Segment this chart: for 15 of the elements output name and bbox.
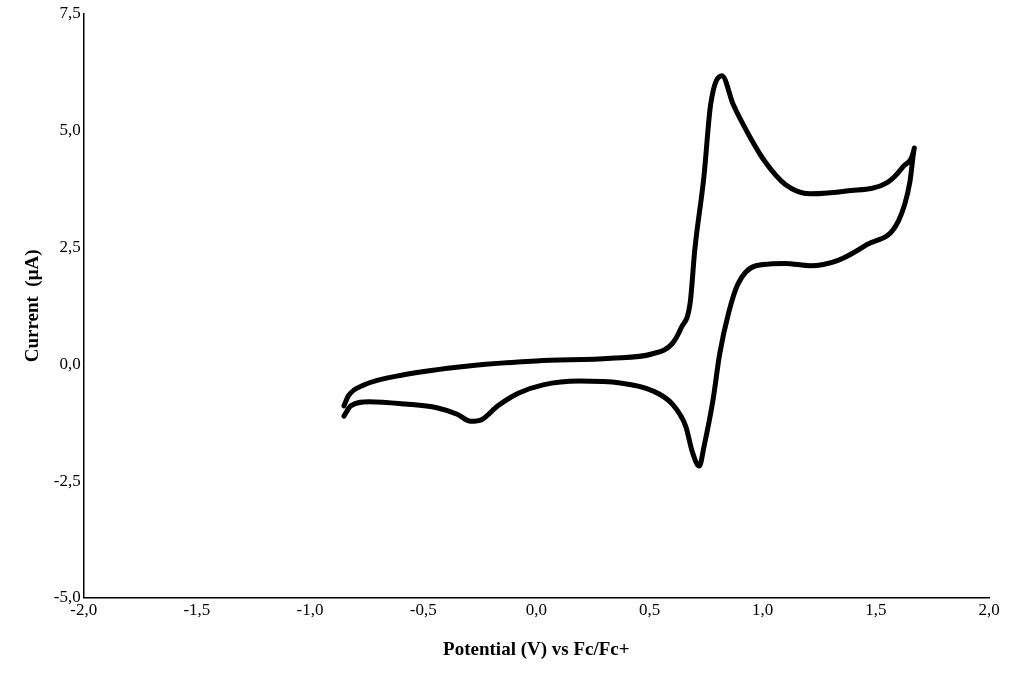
x-tick-label: 0,5 — [638, 600, 661, 620]
y-axis-title: Current (μA) — [21, 249, 44, 363]
y-tick-label: 7,5 — [59, 3, 81, 23]
x-tick-label: -1,0 — [296, 600, 324, 620]
x-axis-title: Potential (V) vs Fc/Fc+ — [443, 637, 630, 660]
x-tick-label: -1,5 — [183, 600, 211, 620]
y-tick-label: 5,0 — [59, 120, 81, 140]
x-tick-label: 1,5 — [865, 600, 887, 620]
y-tick-label: 0,0 — [59, 353, 81, 373]
x-tick-label: 0,0 — [525, 600, 547, 620]
y-tick-label: -2,5 — [53, 470, 81, 490]
x-tick-label: 1,0 — [752, 600, 774, 620]
x-tick-label: -0,5 — [409, 600, 437, 620]
x-tick-label: 2,0 — [978, 600, 1000, 620]
y-tick-label: 2,5 — [59, 236, 81, 256]
